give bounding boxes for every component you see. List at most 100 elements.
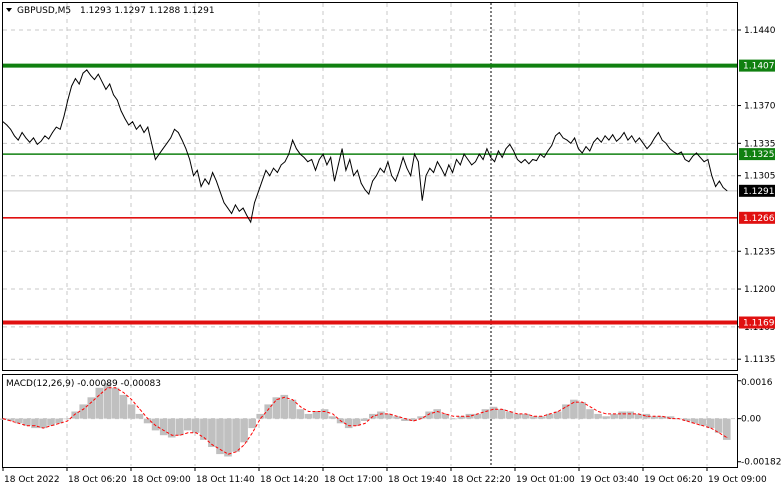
price-point xyxy=(322,153,324,155)
signal-point xyxy=(18,423,20,424)
price-point xyxy=(494,161,495,163)
price-point xyxy=(467,159,469,160)
signal-point xyxy=(268,408,269,410)
price-point xyxy=(379,167,381,169)
macd-bar xyxy=(393,416,401,419)
price-point xyxy=(360,182,362,184)
price-point xyxy=(513,150,514,152)
macd-bar xyxy=(240,418,248,443)
signal-point xyxy=(549,413,551,415)
price-point xyxy=(684,159,686,160)
signal-point xyxy=(50,425,52,427)
price-point xyxy=(600,141,602,143)
macd-bar xyxy=(570,399,578,419)
signal-point xyxy=(356,425,358,427)
macd-bar xyxy=(473,413,482,419)
macd-axis: 0.0016 0.00 -0.00182 xyxy=(737,378,781,468)
price-point xyxy=(627,139,629,141)
signal-point xyxy=(340,420,342,422)
signal-point xyxy=(686,420,688,422)
macd-bar xyxy=(63,418,71,420)
macd-bar xyxy=(248,418,256,429)
macd-bar xyxy=(312,411,321,419)
price-point xyxy=(509,144,511,145)
price-point xyxy=(680,151,682,153)
signal-point xyxy=(718,432,720,434)
price-point xyxy=(357,169,358,171)
price-point xyxy=(543,157,545,158)
price-point xyxy=(551,145,553,146)
signal-point xyxy=(187,432,189,434)
price-point xyxy=(235,204,236,206)
price-point xyxy=(612,134,614,136)
price-point xyxy=(555,135,556,137)
macd-bar xyxy=(264,404,272,419)
price-point xyxy=(166,142,168,144)
price-point xyxy=(585,146,587,148)
price-point xyxy=(597,137,598,139)
price-point xyxy=(97,73,99,75)
price-point xyxy=(246,215,248,217)
macd-bar xyxy=(723,418,731,440)
signal-point xyxy=(429,413,430,415)
level-label: 1.1266 xyxy=(743,214,775,224)
signal-point xyxy=(380,413,382,415)
macd-bar xyxy=(602,416,610,419)
signal-point xyxy=(308,411,310,412)
price-point xyxy=(452,172,453,173)
signal-point xyxy=(646,415,647,417)
macd-bar xyxy=(184,418,192,431)
price-point xyxy=(642,142,644,144)
macd-bar xyxy=(288,399,297,419)
signal-point xyxy=(445,413,446,415)
price-point xyxy=(136,128,137,130)
price-point xyxy=(703,161,705,163)
signal-point xyxy=(203,437,205,438)
signal-point xyxy=(227,453,229,455)
price-point xyxy=(71,85,72,87)
signal-point xyxy=(10,420,12,422)
price-point xyxy=(498,150,499,152)
price-point xyxy=(395,180,396,182)
macd-bar xyxy=(433,409,441,419)
current-price-bg xyxy=(739,184,775,197)
macd-tick-label: -0.00182 xyxy=(741,458,781,468)
triangle-down-icon[interactable] xyxy=(6,8,12,12)
price-point xyxy=(654,137,655,139)
price-point xyxy=(6,124,8,126)
signal-point xyxy=(557,411,559,412)
price-point xyxy=(437,161,438,163)
price-point xyxy=(151,142,153,144)
macd-bar xyxy=(682,418,691,421)
macd-bar xyxy=(272,397,281,419)
signal-point xyxy=(219,449,221,450)
price-point xyxy=(155,159,156,160)
macd-bar xyxy=(481,409,490,419)
price-point xyxy=(284,161,286,163)
macd-bar xyxy=(111,387,120,419)
price-point xyxy=(10,128,12,130)
price-grid xyxy=(3,3,737,370)
price-point xyxy=(212,172,214,173)
macd-bar xyxy=(521,413,530,419)
price-point xyxy=(63,115,65,117)
signal-point xyxy=(42,427,44,429)
macd-bar xyxy=(119,394,128,419)
signal-point xyxy=(493,408,495,410)
price-point xyxy=(558,132,560,133)
macd-bar xyxy=(698,418,707,426)
price-point xyxy=(517,159,518,160)
macd-bar xyxy=(618,411,626,419)
signal-point xyxy=(211,444,213,446)
signal-point xyxy=(412,420,414,422)
price-point xyxy=(296,148,297,150)
price-point xyxy=(303,157,305,158)
macd-bar xyxy=(513,413,522,419)
price-point xyxy=(490,157,492,158)
level-label-bg xyxy=(739,211,775,224)
symbol-label: GBPUSD,M5 xyxy=(17,6,71,16)
price-point xyxy=(581,152,583,154)
price-point xyxy=(120,110,122,112)
